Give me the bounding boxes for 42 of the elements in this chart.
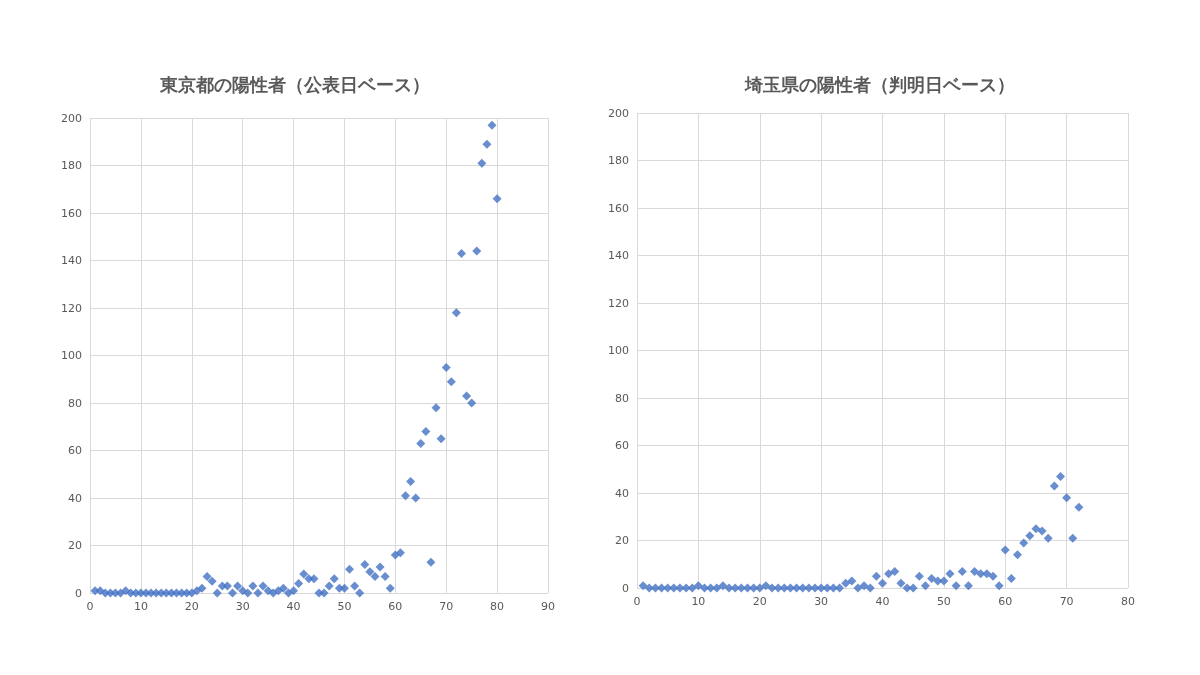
chart-title: 埼玉県の陽性者（判明日ベース） bbox=[744, 73, 1015, 95]
x-tick-label: 80 bbox=[490, 600, 505, 613]
x-tick-label: 60 bbox=[388, 600, 403, 613]
x-tick-label: 70 bbox=[439, 600, 454, 613]
x-tick-label: 30 bbox=[235, 600, 250, 613]
y-tick-label: 200 bbox=[61, 111, 82, 125]
x-tick-label: 90 bbox=[541, 600, 555, 613]
x-tick-label: 40 bbox=[875, 595, 890, 608]
y-tick-label: 120 bbox=[608, 296, 629, 310]
x-tick-label: 0 bbox=[86, 600, 94, 613]
y-tick-label: 40 bbox=[68, 491, 82, 505]
x-tick-label: 30 bbox=[814, 595, 829, 608]
x-tick-label: 10 bbox=[133, 600, 148, 613]
y-tick-label: 180 bbox=[608, 154, 629, 167]
x-tick-label: 0 bbox=[633, 595, 641, 608]
x-tick-label: 80 bbox=[1121, 595, 1135, 608]
x-tick-label: 20 bbox=[752, 595, 767, 608]
y-tick-label: 40 bbox=[615, 486, 629, 500]
y-tick-label: 200 bbox=[608, 106, 629, 120]
y-tick-label: 0 bbox=[622, 581, 629, 595]
y-tick-label: 80 bbox=[68, 396, 82, 410]
y-tick-label: 160 bbox=[61, 206, 82, 220]
y-tick-label: 180 bbox=[61, 159, 82, 172]
y-tick-label: 160 bbox=[608, 201, 629, 215]
y-tick-label: 20 bbox=[615, 534, 629, 547]
chart-title: 東京都の陽性者（公表日ベース） bbox=[159, 73, 430, 95]
x-tick-label: 70 bbox=[1059, 595, 1074, 608]
x-tick-label: 50 bbox=[337, 600, 352, 613]
y-tick-label: 120 bbox=[61, 301, 82, 315]
x-tick-label: 50 bbox=[936, 595, 951, 608]
y-tick-label: 80 bbox=[615, 391, 629, 405]
y-tick-label: 140 bbox=[608, 249, 629, 262]
y-tick-label: 100 bbox=[61, 349, 82, 362]
x-tick-label: 40 bbox=[286, 600, 301, 613]
y-tick-label: 140 bbox=[61, 254, 82, 267]
x-tick-label: 20 bbox=[184, 600, 199, 613]
y-tick-label: 100 bbox=[608, 344, 629, 357]
x-tick-label: 10 bbox=[691, 595, 706, 608]
x-tick-label: 60 bbox=[998, 595, 1013, 608]
y-tick-label: 20 bbox=[68, 539, 82, 552]
y-tick-label: 60 bbox=[615, 439, 629, 452]
y-tick-label: 60 bbox=[68, 444, 82, 457]
